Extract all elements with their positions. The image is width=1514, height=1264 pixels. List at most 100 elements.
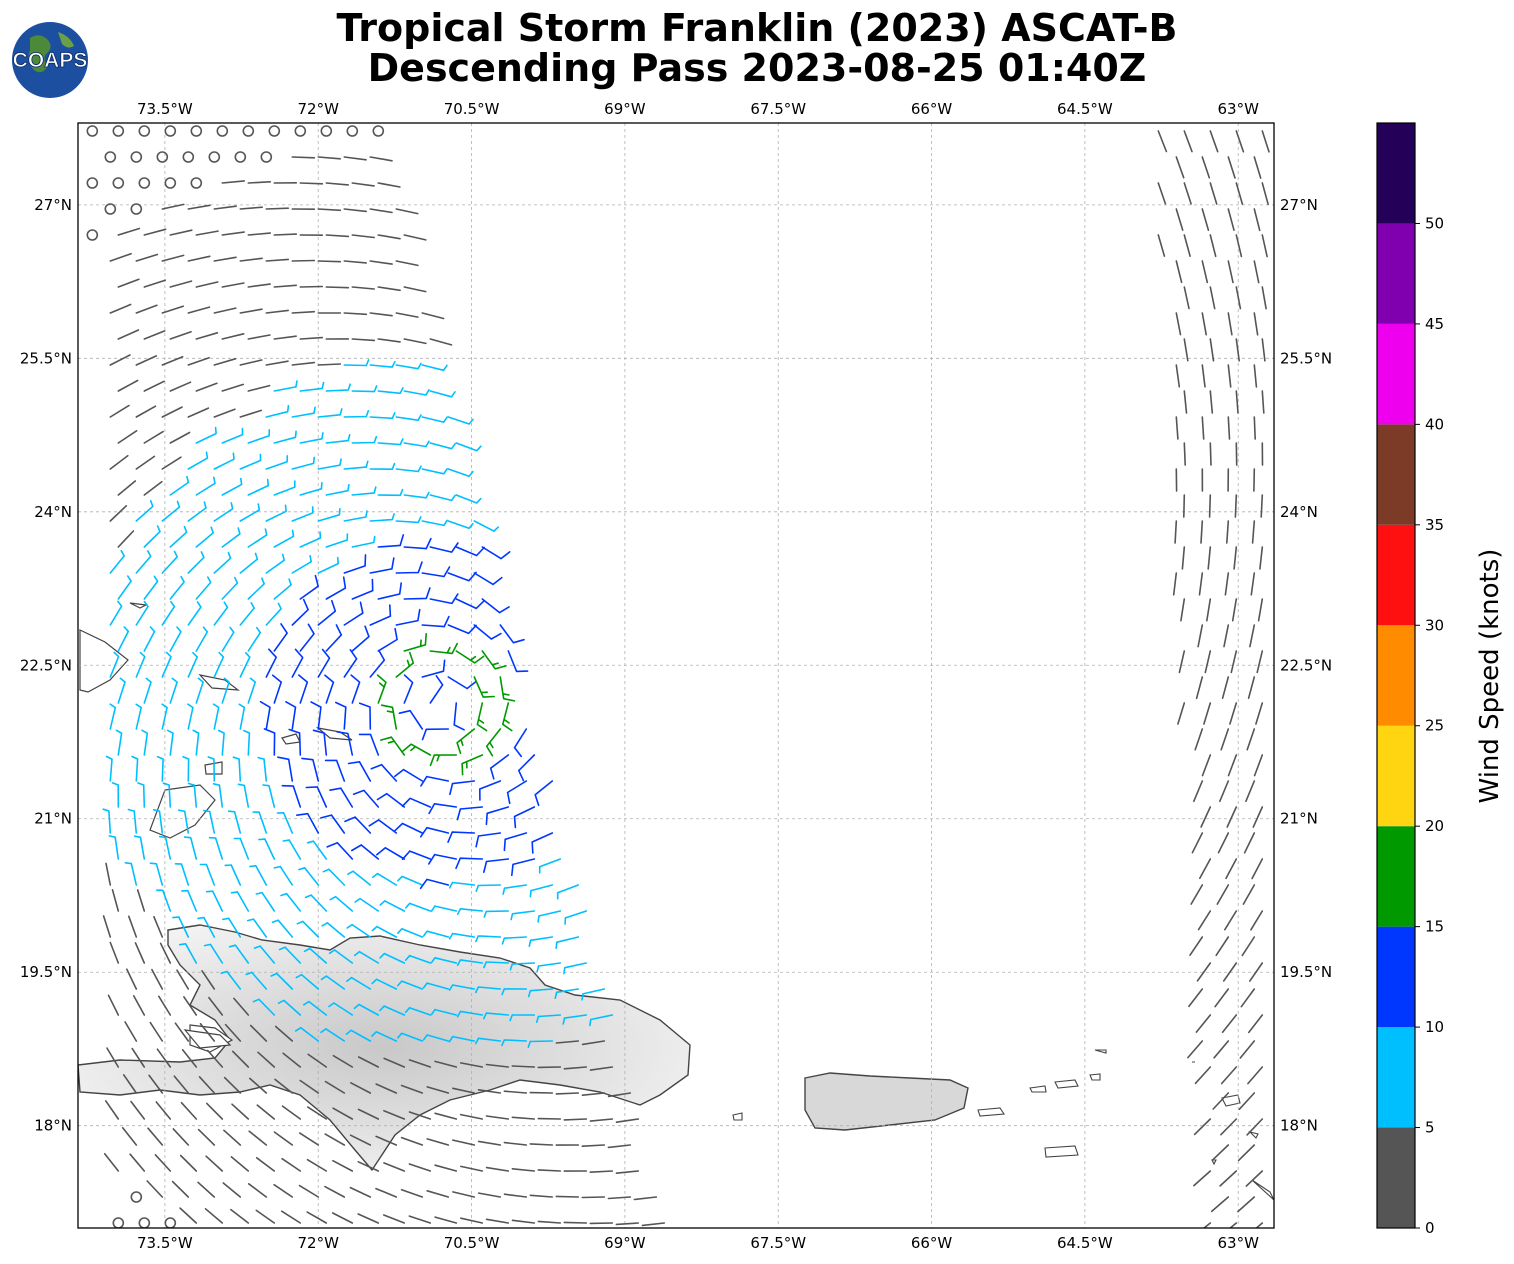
wind-barb (296, 812, 320, 834)
wind-barb (503, 1090, 528, 1094)
wind-barb (448, 1035, 476, 1043)
wind-barb (351, 182, 375, 187)
wind-barb (428, 803, 458, 815)
wind-barb (511, 1168, 536, 1172)
wind-barb (1239, 1040, 1256, 1059)
calm-wind-marker (130, 203, 143, 215)
wind-barb (1175, 416, 1179, 440)
wind-barb (329, 787, 354, 808)
calm-wind-marker (156, 151, 169, 163)
globe-logo-icon: COAPS (12, 22, 88, 98)
wind-barb (426, 1190, 450, 1198)
wind-barb (369, 513, 395, 522)
lat-label-right: 18°N (1280, 1117, 1318, 1135)
wind-barb (207, 756, 216, 782)
wind-barb (430, 957, 458, 964)
wind-barb (1209, 234, 1217, 258)
wind-barb (401, 797, 432, 808)
wind-barb (1230, 650, 1238, 674)
wind-barb (1197, 624, 1204, 648)
wind-barb (239, 453, 262, 470)
wind-barb (430, 1008, 458, 1016)
wind-barb (137, 782, 146, 808)
wind-barb (429, 754, 458, 767)
wind-barb (428, 853, 458, 865)
wind-barb (1231, 598, 1238, 622)
wind-barb (277, 999, 302, 1016)
wind-barb (161, 456, 182, 470)
wind-barb (343, 312, 368, 316)
wind-barb (161, 550, 178, 574)
wind-barb (178, 809, 190, 834)
wind-barb (460, 1165, 484, 1172)
wind-barb (305, 786, 328, 808)
wind-barb (455, 442, 482, 452)
wind-barb (195, 526, 214, 548)
wind-barb (281, 784, 302, 808)
wind-barb (1216, 884, 1230, 905)
wind-barb (555, 1040, 580, 1044)
wind-barb (143, 677, 152, 704)
wind-barb (456, 908, 484, 915)
wind-barb (1208, 494, 1212, 518)
calm-wind-marker (234, 151, 247, 163)
wind-barb (109, 941, 120, 964)
wind-barb (421, 615, 450, 628)
wind-barb (1193, 1118, 1212, 1136)
lat-label-left: 18°N (34, 1117, 72, 1135)
wind-barb (265, 360, 289, 366)
lat-label-right: 25.5°N (1280, 349, 1332, 367)
lon-label-bottom: 69°W (604, 1234, 646, 1252)
wind-barb (187, 204, 211, 210)
wind-barb (421, 659, 446, 678)
wind-barb (377, 582, 402, 600)
wind-barb (149, 1021, 164, 1042)
wind-barb (221, 383, 245, 392)
wind-barb (349, 1186, 372, 1198)
wind-barb (197, 1128, 216, 1146)
wind-barb (351, 385, 378, 393)
wind-barb (403, 286, 427, 293)
wind-barb (298, 867, 320, 886)
wind-barb (395, 260, 419, 267)
lon-label-bottom: 67.5°W (750, 1234, 806, 1252)
calm-wind-marker (86, 229, 99, 241)
virgin-islands (1029, 1049, 1107, 1093)
lon-label-top: 72°W (298, 100, 340, 118)
wind-barbs (86, 125, 1270, 1228)
wind-barb (213, 408, 236, 418)
wind-barb (513, 728, 528, 758)
wind-barb (401, 850, 432, 861)
wind-barb (299, 482, 323, 496)
wind-barb (1201, 208, 1210, 231)
wind-barb (278, 946, 302, 964)
colorbar-tick-label: 30 (1425, 616, 1444, 634)
wind-barb (135, 600, 149, 626)
wind-barb (408, 1163, 432, 1172)
wind-barb (205, 890, 224, 912)
wind-barb (421, 468, 448, 475)
wind-barb (422, 930, 450, 938)
wind-barb (102, 808, 112, 834)
wind-barb (282, 1052, 302, 1068)
wind-barb (589, 1170, 614, 1173)
wind-barb (187, 551, 205, 574)
wind-barb (1221, 676, 1230, 699)
wind-barb (332, 1159, 354, 1172)
wind-barb (217, 729, 225, 756)
wind-barb (141, 729, 149, 756)
wind-barb (1229, 1222, 1238, 1228)
wind-barb (332, 1107, 354, 1120)
wind-barb (479, 780, 502, 801)
lon-label-top: 66°W (911, 100, 953, 118)
wind-barb (161, 355, 184, 366)
wind-barb (1251, 858, 1264, 880)
wind-barb (247, 478, 269, 496)
wind-barb (332, 1054, 354, 1068)
wind-barb (581, 1092, 606, 1096)
wind-barb (357, 1161, 380, 1172)
wind-barb (483, 961, 510, 969)
wind-barb (1247, 676, 1256, 699)
wind-barb (403, 537, 432, 550)
wind-barb (277, 756, 294, 782)
